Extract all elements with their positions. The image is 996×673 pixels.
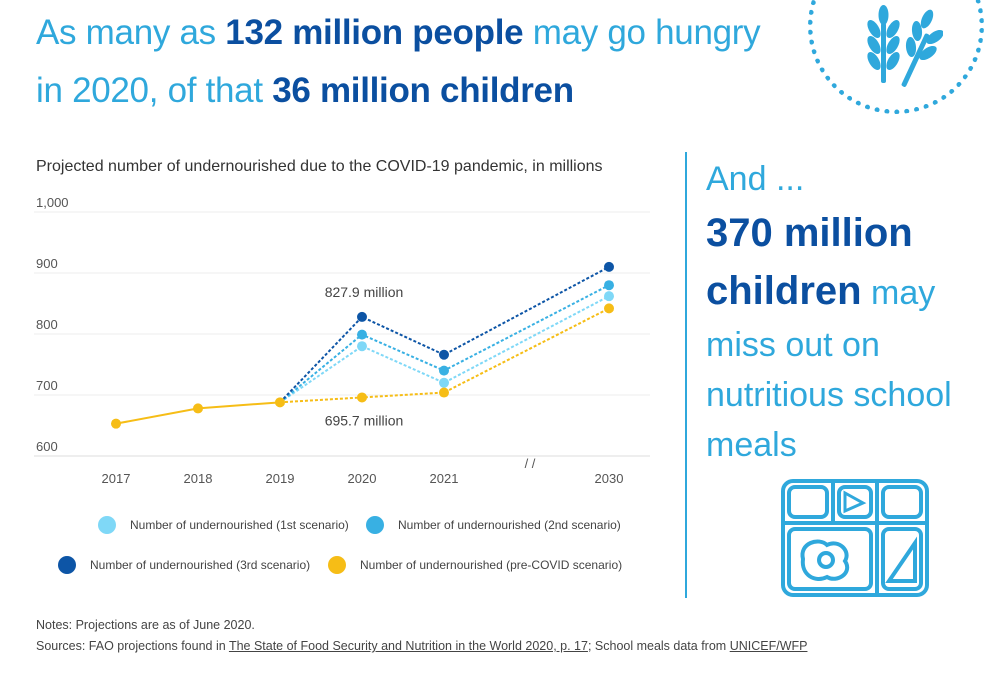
notes: Notes: Projections are as of June 2020. … bbox=[36, 615, 807, 657]
x-tick-label: 2030 bbox=[595, 471, 624, 486]
data-point bbox=[439, 387, 449, 398]
x-tick-label: 2020 bbox=[348, 471, 377, 486]
line-chart: 1,000 900 800 700 600 2017 2018 2019 2020 2021 20… bbox=[34, 196, 650, 486]
data-point bbox=[357, 392, 367, 403]
sources-mid: ; School meals data from bbox=[587, 639, 730, 653]
data-point bbox=[439, 349, 449, 360]
data-point bbox=[357, 329, 367, 340]
unicef-wfp-link[interactable]: UNICEF/WFP bbox=[729, 639, 808, 653]
side-bold: 370 million children bbox=[706, 211, 913, 313]
side-rest: may miss out on nutritious school meals bbox=[706, 274, 952, 464]
series-line-1 bbox=[279, 295, 610, 404]
y-tick-label: 900 bbox=[36, 256, 58, 271]
divider bbox=[685, 152, 687, 598]
y-tick-label: 800 bbox=[36, 317, 58, 332]
legend-item: Number of undernourished (1st scenario) bbox=[98, 516, 349, 534]
headline-text-1: As many as bbox=[36, 13, 226, 52]
annotation-label: 695.7 million bbox=[325, 413, 404, 429]
sofi-report-link[interactable]: The State of Food Security and Nutrition… bbox=[228, 639, 588, 653]
data-point bbox=[439, 377, 449, 388]
headline-text-2: may go hungry in 2020, of that bbox=[36, 13, 761, 110]
legend-label: Number of undernourished (3rd scenario) bbox=[90, 558, 311, 572]
legend-item: Number of undernourished (pre-COVID scen… bbox=[328, 556, 622, 574]
side-intro: And ... bbox=[706, 160, 805, 198]
headline-bold-1: 132 million people bbox=[225, 13, 524, 52]
data-point bbox=[439, 365, 449, 376]
legend-label: Number of undernourished (2nd scenario) bbox=[398, 518, 621, 532]
legend-label: Number of undernourished (1st scenario) bbox=[130, 518, 349, 532]
y-tick-label: 700 bbox=[36, 378, 58, 393]
legend-item: Number of undernourished (3rd scenario) bbox=[58, 556, 310, 574]
side-callout: And ... 370 million children may miss ou… bbox=[706, 154, 986, 470]
annotation-label: 827.9 million bbox=[325, 284, 404, 300]
y-tick-label: 1,000 bbox=[36, 196, 69, 210]
legend-label: Number of undernourished (pre-COVID scen… bbox=[360, 558, 623, 572]
data-point bbox=[357, 341, 367, 352]
legend-item: Number of undernourished (2nd scenario) bbox=[366, 516, 621, 534]
series-line-4 bbox=[279, 307, 610, 404]
sources-line: Sources: FAO projections found in The St… bbox=[36, 636, 807, 657]
wheat-icon bbox=[867, 5, 943, 87]
axis-break: / / bbox=[525, 456, 536, 471]
legend-swatch bbox=[98, 516, 116, 534]
series-line-2 bbox=[279, 284, 610, 404]
chart-title: Projected number of undernourished due t… bbox=[36, 158, 603, 175]
x-tick-label: 2017 bbox=[102, 471, 131, 486]
sources-prefix: Sources: FAO projections found in bbox=[36, 639, 229, 653]
x-tick-label: 2018 bbox=[184, 471, 213, 486]
x-tick-label: 2019 bbox=[266, 471, 295, 486]
x-tick-label: 2021 bbox=[430, 471, 459, 486]
data-point bbox=[193, 403, 203, 414]
series-line-3 bbox=[279, 266, 610, 404]
data-point bbox=[275, 397, 285, 408]
headline: As many as 132 million people may go hun… bbox=[36, 4, 796, 120]
data-point bbox=[111, 418, 121, 429]
legend-swatch bbox=[366, 516, 384, 534]
legend-swatch bbox=[328, 556, 346, 574]
data-point bbox=[604, 261, 614, 272]
notes-line: Notes: Projections are as of June 2020. bbox=[36, 618, 255, 632]
y-tick-label: 600 bbox=[36, 439, 58, 454]
school-meal-tray-icon bbox=[781, 479, 929, 597]
data-point bbox=[604, 303, 614, 314]
data-point bbox=[604, 291, 614, 302]
data-point bbox=[357, 311, 367, 322]
legend-swatch bbox=[58, 556, 76, 574]
data-point bbox=[604, 280, 614, 291]
headline-bold-2: 36 million children bbox=[272, 71, 574, 110]
wheat-badge bbox=[808, 0, 984, 114]
